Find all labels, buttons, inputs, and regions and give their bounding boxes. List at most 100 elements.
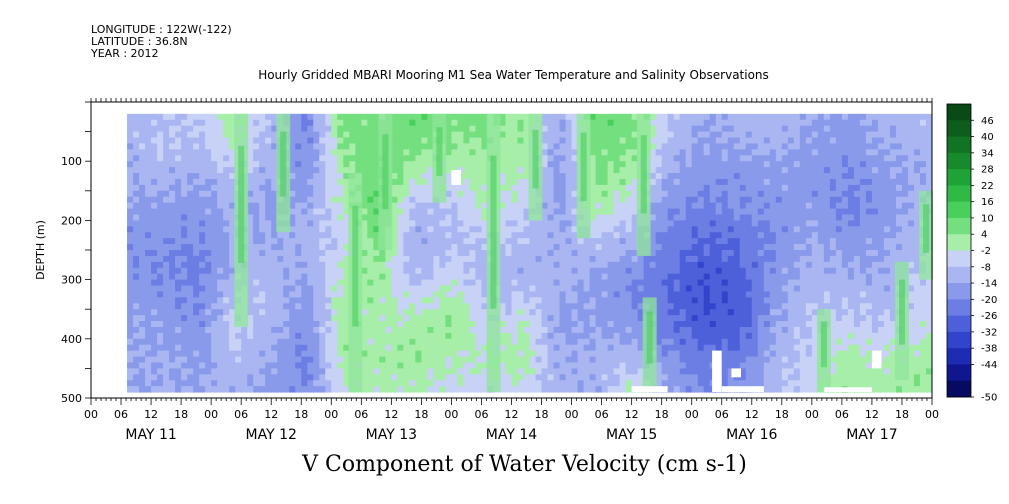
heatmap-cell — [451, 362, 458, 369]
heatmap-cell — [205, 220, 212, 227]
heatmap-cell — [163, 184, 170, 192]
heatmap-cell — [325, 344, 332, 352]
heatmap-cell — [409, 261, 416, 269]
heatmap-cell — [445, 309, 452, 316]
heatmap-cell — [319, 309, 326, 316]
heatmap-cell — [403, 143, 410, 150]
heatmap-cell — [415, 386, 422, 393]
heatmap-cell — [451, 368, 458, 375]
heatmap-cell — [385, 315, 392, 322]
heatmap-cell — [505, 279, 512, 287]
heatmap-cell — [307, 125, 314, 133]
heatmap-cell — [589, 285, 597, 292]
heatmap-cell — [499, 202, 506, 210]
heatmap-cell — [145, 143, 152, 150]
heatmap-cell — [475, 250, 482, 257]
heatmap-cell — [697, 119, 705, 127]
heatmap-cell — [751, 291, 759, 298]
heatmap-cell — [505, 238, 512, 245]
heatmap-cell — [595, 143, 603, 150]
heatmap-cell — [607, 161, 615, 168]
heatmap-cell — [511, 279, 519, 287]
heatmap-cell — [589, 350, 597, 358]
heatmap-cell — [301, 297, 308, 304]
heatmap-cell — [517, 155, 525, 162]
heatmap-cell — [745, 350, 753, 358]
heatmap-cell — [571, 309, 579, 316]
heatmap-cell — [331, 202, 338, 210]
heatmap-cell — [733, 309, 741, 316]
heatmap-cell — [739, 202, 747, 210]
heatmap-cell — [703, 291, 711, 298]
heatmap-cell — [277, 338, 284, 346]
heatmap-cell — [379, 261, 386, 269]
heatmap-cell — [325, 137, 332, 144]
heatmap-cell — [667, 362, 675, 369]
heatmap-cell — [757, 261, 765, 269]
heatmap-cell — [403, 125, 410, 133]
heatmap-cell — [217, 202, 224, 210]
heatmap-cell — [559, 380, 567, 387]
heatmap-cell — [499, 155, 506, 162]
heatmap-cell — [577, 309, 585, 316]
heatmap-cell — [547, 149, 555, 156]
heatmap-cell — [265, 173, 272, 180]
heatmap-cell — [181, 214, 188, 221]
heatmap-cell — [595, 190, 603, 198]
heatmap-cell — [397, 238, 404, 245]
heatmap-cell — [259, 244, 266, 251]
heatmap-cell — [541, 155, 549, 162]
heatmap-cell — [739, 244, 747, 251]
heatmap-cell — [451, 238, 458, 245]
heatmap-cell — [601, 184, 609, 192]
heatmap-cell — [133, 125, 140, 133]
heatmap-cell — [259, 178, 266, 186]
heatmap-cell — [223, 238, 230, 245]
heatmap-cell — [157, 143, 164, 150]
heatmap-cell — [223, 226, 230, 233]
heatmap-cell — [283, 362, 290, 369]
heatmap-cell — [625, 250, 633, 257]
heatmap-cell — [679, 167, 687, 174]
heatmap-cell — [649, 214, 657, 221]
heatmap-cell — [181, 208, 188, 215]
heatmap-cell — [355, 143, 362, 150]
heatmap-cell — [337, 167, 344, 174]
heatmap-cell — [157, 202, 164, 210]
heatmap-cell — [127, 380, 134, 387]
heatmap-cell — [619, 173, 627, 180]
heatmap-cell — [607, 350, 615, 358]
heatmap-cell — [721, 125, 729, 133]
heatmap-cell — [403, 321, 410, 328]
heatmap-cell — [655, 184, 663, 192]
heatmap-cell — [703, 309, 711, 316]
heatmap-cell — [205, 273, 212, 281]
heatmap-cell — [373, 149, 380, 156]
heatmap-cell — [199, 344, 206, 352]
heatmap-cell — [313, 119, 320, 127]
heatmap-cell — [673, 279, 681, 287]
heatmap-cell — [247, 321, 254, 328]
heatmap-cell — [205, 214, 212, 221]
heatmap-cell — [757, 214, 765, 221]
heatmap-cell — [205, 297, 212, 304]
heatmap-cell — [127, 149, 134, 156]
heatmap-cell — [217, 338, 224, 346]
heatmap-cell — [505, 220, 512, 227]
heatmap-cell — [751, 326, 759, 334]
heatmap-cell — [205, 321, 212, 328]
heatmap-cell — [469, 297, 476, 304]
heatmap-cell — [361, 356, 368, 363]
heatmap-cell — [325, 196, 332, 204]
heatmap-cell — [739, 362, 747, 369]
heatmap-cell — [259, 321, 266, 328]
heatmap-cell — [517, 202, 525, 210]
heatmap-cell — [709, 178, 717, 186]
heatmap-cell — [685, 267, 693, 275]
heatmap-cell — [745, 356, 753, 363]
heatmap-cell — [151, 255, 158, 263]
heatmap-cell — [475, 173, 482, 180]
heatmap-cell — [757, 279, 765, 287]
heatmap-cell — [757, 332, 765, 340]
heatmap-cell — [127, 303, 134, 310]
